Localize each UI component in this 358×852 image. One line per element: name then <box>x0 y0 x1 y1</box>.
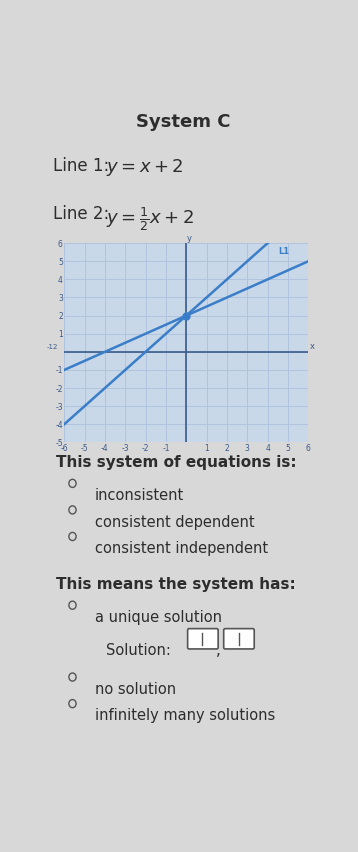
Text: inconsistent: inconsistent <box>95 488 184 503</box>
Text: ,: , <box>216 642 221 658</box>
Text: infinitely many solutions: infinitely many solutions <box>95 708 275 723</box>
Text: no solution: no solution <box>95 682 176 697</box>
Text: L1: L1 <box>278 247 289 256</box>
Text: $y=x+2$: $y=x+2$ <box>106 158 184 178</box>
Text: Line 2:: Line 2: <box>53 205 115 223</box>
Text: This means the system has:: This means the system has: <box>56 577 296 592</box>
Text: -12: -12 <box>47 344 58 350</box>
Text: y: y <box>187 234 192 244</box>
FancyBboxPatch shape <box>188 629 218 649</box>
Text: Solution:: Solution: <box>106 642 171 658</box>
FancyBboxPatch shape <box>224 629 254 649</box>
Text: consistent dependent: consistent dependent <box>95 515 254 530</box>
Text: consistent independent: consistent independent <box>95 541 268 556</box>
Text: $y=\frac{1}{2}x+2$: $y=\frac{1}{2}x+2$ <box>106 205 194 233</box>
Text: x: x <box>310 343 315 351</box>
Text: This system of equations is:: This system of equations is: <box>56 455 296 470</box>
Text: System C: System C <box>136 112 231 130</box>
Text: Line 1:: Line 1: <box>53 158 115 176</box>
Text: a unique solution: a unique solution <box>95 610 222 625</box>
